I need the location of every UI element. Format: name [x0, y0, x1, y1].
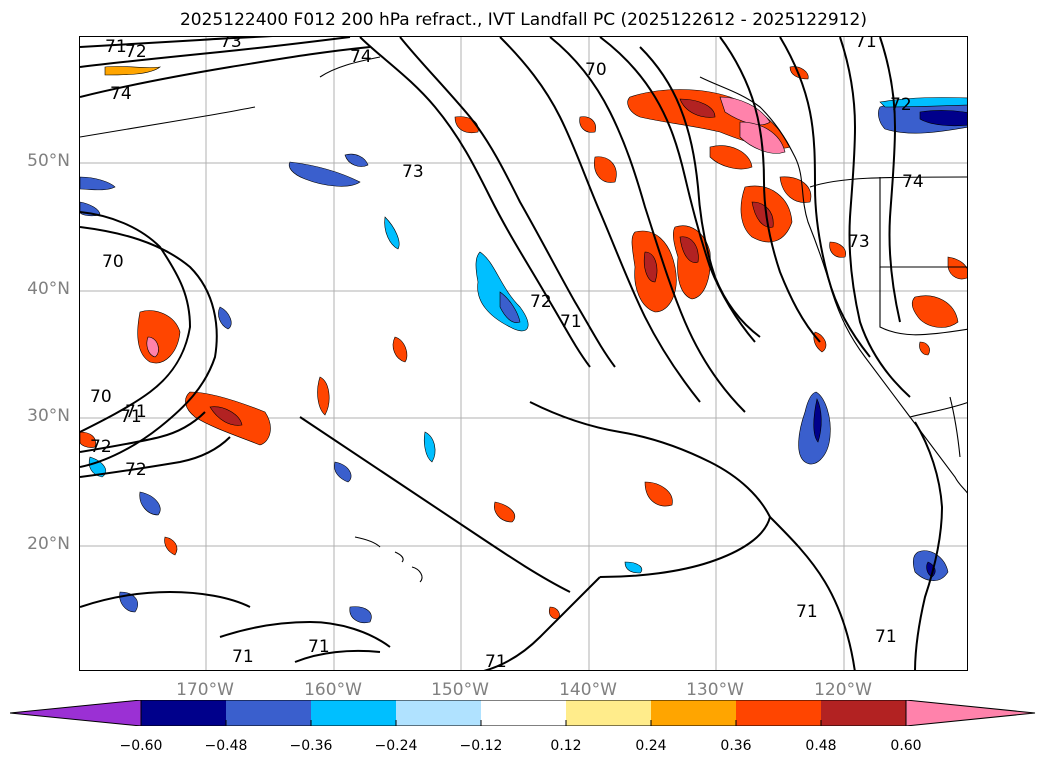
- contour-label: 71: [560, 312, 582, 332]
- lat-label-50n: 50°N: [27, 151, 70, 171]
- contour-label: 71: [855, 37, 877, 52]
- colorbar-segment: [396, 700, 481, 726]
- contour-label: 70: [585, 60, 607, 80]
- colorbar-segment: [481, 700, 566, 726]
- colorbar-tick-label: 0.48: [805, 738, 837, 754]
- map-title: 2025122400 F012 200 hPa refract., IVT La…: [179, 10, 867, 30]
- contour-label: 74: [902, 172, 924, 192]
- colorbar-segment: [141, 700, 226, 726]
- contour-label: 70: [102, 252, 124, 272]
- contour-label: 71: [125, 402, 147, 422]
- lon-label-130w: 130°W: [686, 680, 744, 700]
- contour-label: 74: [110, 84, 132, 104]
- colorbar-tick-label: 0.24: [635, 738, 667, 754]
- colorbar-tick-label: −0.60: [119, 738, 163, 754]
- colorbar-tick-label: 0.12: [550, 738, 582, 754]
- graticule: [80, 37, 967, 670]
- positive-shading: [80, 66, 967, 620]
- contour-label: 74: [350, 47, 372, 67]
- colorbar-tick-label: 0.60: [890, 738, 922, 754]
- contour-label: 73: [402, 162, 424, 182]
- colorbar-tick-label: −0.24: [374, 738, 418, 754]
- contour-label: 72: [125, 460, 147, 480]
- colorbar-segment: [226, 700, 311, 726]
- lat-label-20n: 20°N: [27, 534, 70, 554]
- colorbar-segment: [905, 700, 1036, 726]
- contour-label: 72: [90, 437, 112, 457]
- lat-label-40n: 40°N: [27, 279, 70, 299]
- lon-label-170w: 170°W: [176, 680, 234, 700]
- contour-label: 73: [220, 37, 242, 52]
- colorbar-frame: [140, 700, 907, 726]
- colorbar-segment: [566, 700, 651, 726]
- lat-label-30n: 30°N: [27, 406, 70, 426]
- contour-label: 71: [875, 627, 897, 647]
- map-panel: 71 72 74 73 74 70 71 72 73 70 71 72 71 7…: [79, 36, 968, 671]
- colorbar-ticks: [140, 720, 907, 726]
- contour-label: 71: [105, 37, 127, 57]
- colorbar-tick-label: −0.48: [204, 738, 248, 754]
- lon-label-120w: 120°W: [814, 680, 872, 700]
- colorbar-segment: [736, 700, 821, 726]
- contour-label: 72: [890, 95, 912, 115]
- contour-label: 72: [125, 42, 147, 62]
- contour-label: 71: [308, 637, 330, 657]
- colorbar-segment: [651, 700, 736, 726]
- map-canvas: 71 72 74 73 74 70 71 72 73 70 71 72 71 7…: [80, 37, 967, 671]
- refractivity-contours: [80, 37, 944, 670]
- colorbar-segment: [10, 700, 142, 726]
- contour-label: 71: [485, 652, 507, 671]
- contour-label: 70: [90, 387, 112, 407]
- colorbar: [10, 700, 1036, 726]
- lon-label-140w: 140°W: [559, 680, 617, 700]
- lon-label-150w: 150°W: [431, 680, 489, 700]
- colorbar-tick-label: −0.36: [289, 738, 333, 754]
- contour-label: 71: [232, 647, 254, 667]
- colorbar-tick-label: −0.12: [459, 738, 503, 754]
- lon-label-160w: 160°W: [304, 680, 362, 700]
- colorbar-segment: [311, 700, 396, 726]
- contour-label: 71: [796, 602, 818, 622]
- colorbar-tick-label: 0.36: [720, 738, 752, 754]
- contour-label: 72: [530, 292, 552, 312]
- contour-label: 71: [120, 407, 142, 427]
- contour-labels: 71 72 74 73 74 70 71 72 73 70 71 72 71 7…: [90, 37, 924, 671]
- negative-shading: [80, 97, 967, 624]
- colorbar-segment: [821, 700, 906, 726]
- contour-label: 73: [848, 232, 870, 252]
